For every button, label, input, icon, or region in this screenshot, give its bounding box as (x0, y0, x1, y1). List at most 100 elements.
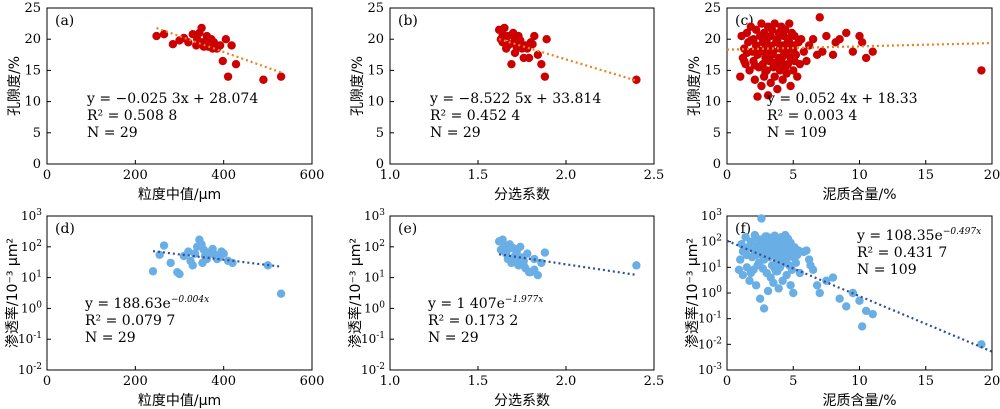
chart-panel-f: 0 5 10 15 20 10-3 10-2 10-1 100 101 102 103 泥质含量/% 渗透… (684, 208, 1000, 409)
y-tick-label: 101 (21, 270, 42, 285)
x-tick-label: 200 (123, 374, 148, 389)
y-tick-label: 100 (364, 300, 385, 315)
data-point (519, 261, 528, 270)
data-point (737, 239, 746, 249)
data-point (523, 249, 532, 258)
data-point (750, 61, 760, 70)
data-point (778, 52, 787, 61)
data-point (789, 46, 798, 55)
plot-frame (389, 7, 655, 165)
data-point (783, 248, 793, 257)
y-tick-label: 10 (704, 95, 721, 110)
x-axis-label: 粒度中值/μm (138, 393, 221, 409)
data-point (498, 30, 507, 39)
y-axis-label: 渗透率/10⁻³ μm² (684, 238, 701, 348)
y-axis-label: 渗透率/10⁻³ μm² (347, 238, 364, 348)
equation-line: R² = 0.003 4 (767, 108, 857, 124)
data-point (766, 78, 775, 88)
y-axis-label: 孔隙度/% (687, 56, 703, 116)
y-tick-label: 5 (376, 126, 384, 141)
data-point (828, 273, 838, 282)
y-tick-label: 20 (367, 32, 384, 47)
equation-line: y = 108.35e−0.497x (856, 227, 981, 244)
data-point (740, 56, 749, 66)
x-tick-label: 1.5 (468, 168, 489, 183)
data-point (822, 31, 831, 41)
data-point (977, 66, 986, 75)
data-point (787, 265, 797, 275)
data-point (761, 67, 770, 76)
data-point (510, 48, 520, 58)
y-tick-label: 15 (704, 63, 721, 78)
data-point (799, 47, 809, 56)
equation-line: y = −8.522 5x + 33.814 (429, 91, 601, 107)
data-point (815, 288, 824, 298)
data-point (632, 75, 641, 84)
y-tick-label: 103 (364, 208, 385, 223)
panel-label: (e) (398, 221, 417, 237)
data-point (786, 81, 795, 91)
data-point (868, 47, 877, 56)
data-point (812, 281, 822, 290)
data-point (842, 28, 851, 38)
y-tick-label: 101 (701, 259, 722, 274)
panel-label: (a) (55, 13, 74, 29)
x-tick-label: 5 (789, 374, 797, 389)
data-point (750, 75, 760, 84)
x-tick-label: 20 (984, 168, 1000, 183)
x-tick-label: 10 (851, 168, 868, 183)
trend-line (152, 250, 282, 268)
data-point (828, 50, 838, 59)
data-point (192, 41, 201, 50)
x-tick-label: 600 (300, 168, 325, 183)
y-tick-label: 100 (21, 300, 42, 315)
x-tick-label: 2.5 (644, 374, 665, 389)
data-point (857, 322, 867, 331)
data-point (782, 270, 791, 280)
panel-label: (f) (735, 221, 751, 237)
data-point (516, 242, 525, 251)
data-point (537, 59, 546, 69)
x-tick-label: 0 (723, 374, 731, 389)
y-tick-label: 10 (24, 95, 41, 110)
data-point (159, 241, 169, 250)
plot-frame (46, 7, 313, 165)
data-point (763, 91, 773, 100)
data-point (757, 19, 766, 28)
y-tick-label: 15 (367, 63, 384, 78)
data-point (786, 281, 795, 290)
data-point (789, 288, 798, 298)
data-point (757, 214, 766, 223)
x-tick-label: 1.5 (468, 374, 489, 389)
equation-line: N = 29 (428, 330, 479, 346)
data-point (762, 232, 771, 241)
data-point (778, 75, 787, 84)
data-point (785, 19, 794, 28)
data-point (794, 246, 803, 255)
equation-line: R² = 0.173 2 (428, 313, 518, 329)
x-tick-label: 15 (917, 168, 934, 183)
data-point (227, 41, 236, 50)
x-tick-label: 5 (789, 168, 797, 183)
data-point (533, 50, 543, 59)
data-point (632, 261, 641, 270)
data-point (188, 261, 197, 270)
data-point (276, 72, 286, 81)
data-point (276, 289, 286, 298)
x-tick-label: 1.0 (380, 374, 401, 389)
equation-line: R² = 0.431 7 (857, 245, 947, 261)
data-point (789, 66, 798, 75)
plot-frame (389, 215, 655, 371)
data-point (530, 31, 539, 41)
x-tick-label: 2.0 (556, 374, 577, 389)
y-tick-label: 25 (24, 1, 41, 16)
data-point (806, 261, 815, 270)
data-point (500, 247, 509, 256)
x-axis-label: 粒度中值/μm (138, 187, 221, 203)
data-point (818, 47, 827, 56)
data-point (528, 39, 537, 49)
x-tick-label: 20 (984, 374, 1000, 389)
y-tick-label: 0 (713, 157, 721, 172)
y-tick-label: 5 (713, 126, 721, 141)
